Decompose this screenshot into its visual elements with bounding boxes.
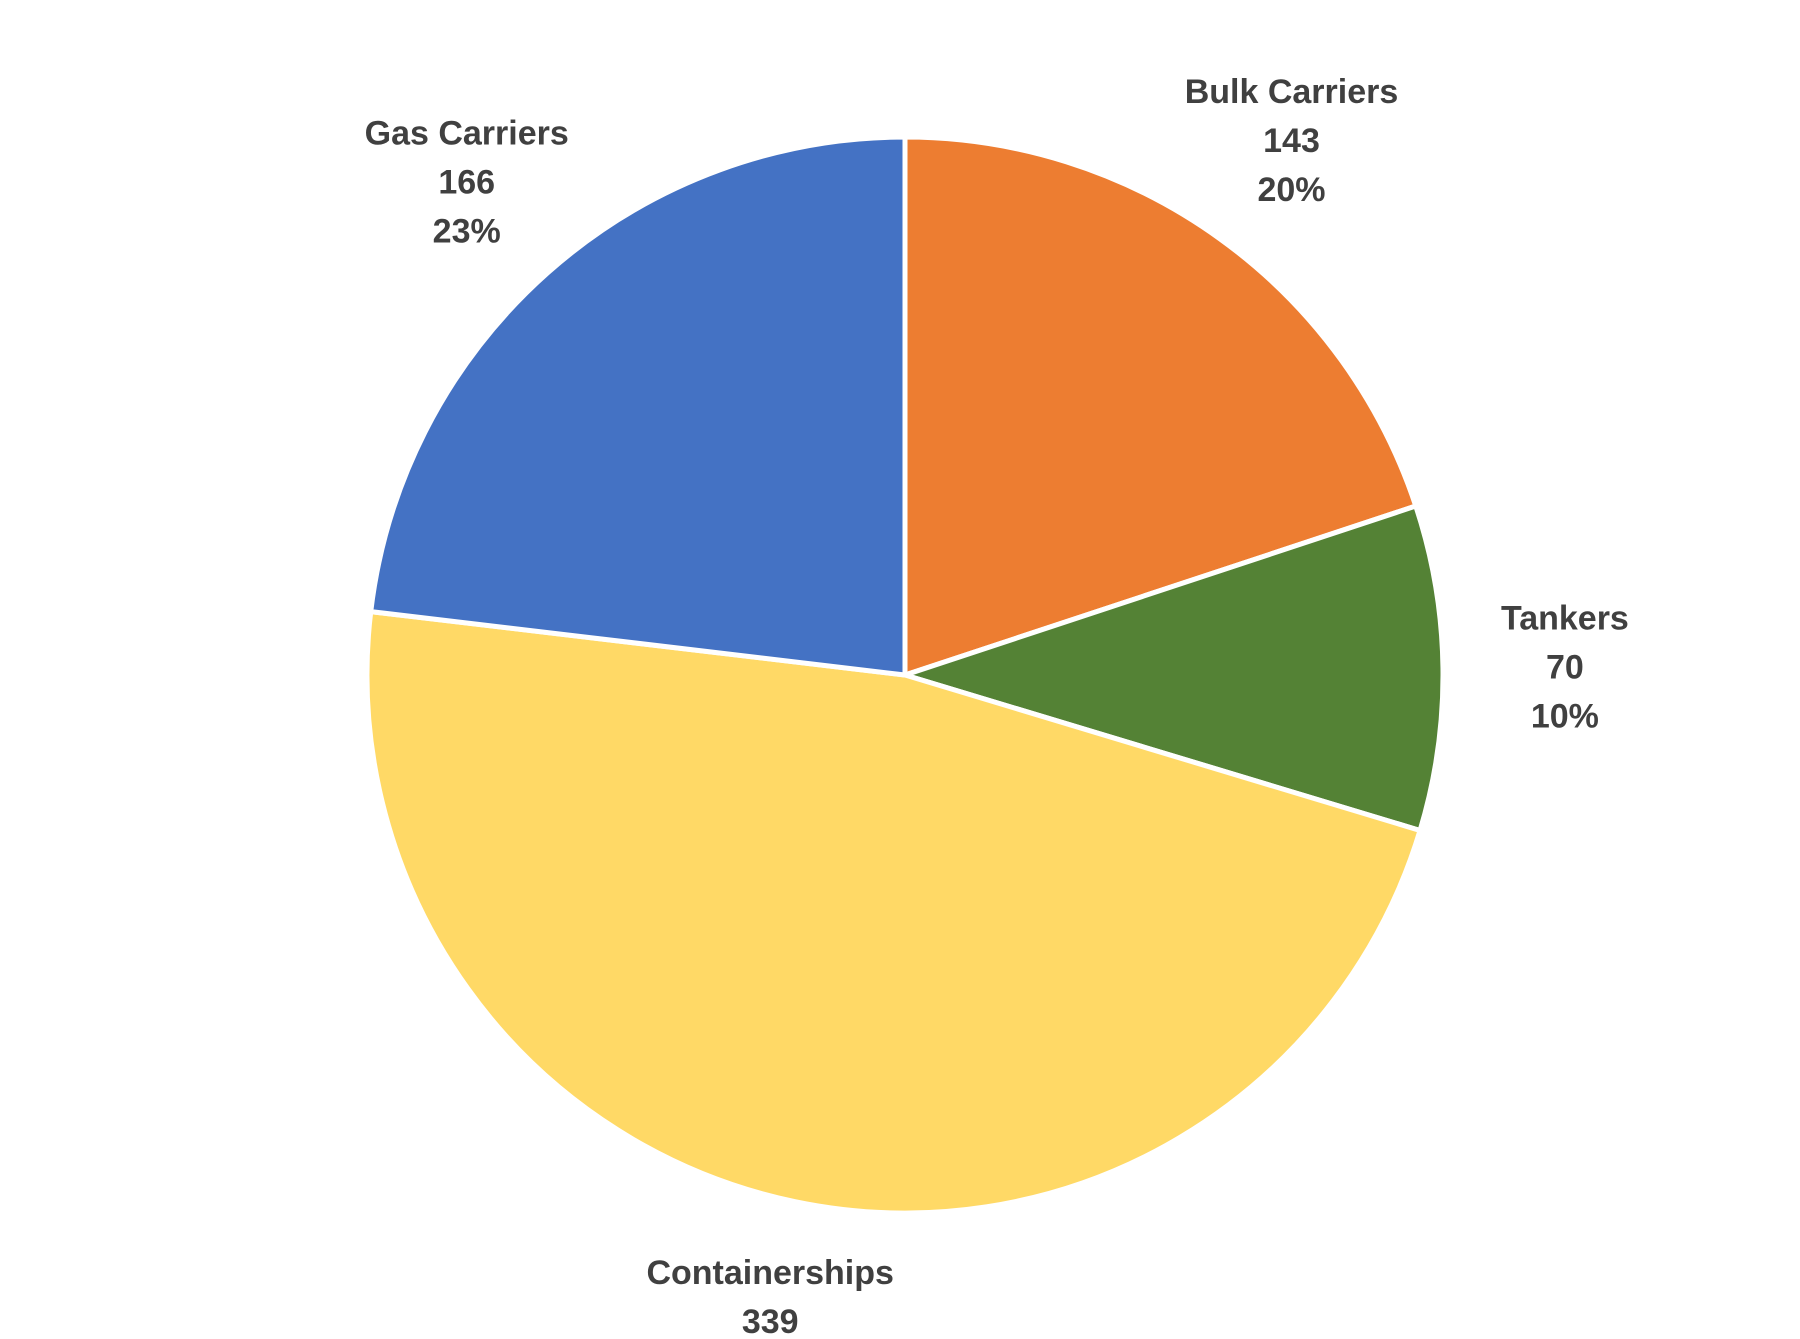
data-label-tankers: Tankers 70 10% — [1501, 599, 1629, 735]
data-label-percent: 20% — [1257, 171, 1325, 209]
data-label-gas-carriers: Gas Carriers 166 23% — [365, 115, 569, 251]
pie-labels: Bulk Carriers 143 20% Tankers 70 10% Container… — [365, 73, 1629, 1339]
pie-slice-bulk-carriers — [902, 134, 1419, 678]
data-label-name: Gas Carriers — [365, 115, 569, 153]
data-label-name: Bulk Carriers — [1185, 73, 1399, 111]
pie-slice-tankers — [902, 503, 1446, 833]
data-label-value: 143 — [1263, 122, 1320, 160]
data-label-percent: 23% — [433, 213, 501, 251]
data-label-bulk-carriers: Bulk Carriers 143 20% — [1185, 73, 1399, 209]
data-label-value: 166 — [438, 164, 495, 202]
data-label-percent: 10% — [1531, 697, 1599, 735]
data-label-value: 339 — [742, 1303, 799, 1339]
pie-slice-containerships — [364, 609, 1423, 1216]
data-label-name: Containerships — [646, 1254, 893, 1292]
data-label-value: 70 — [1546, 648, 1584, 686]
pie-slice-gas-carriers — [368, 134, 908, 678]
pie-slices — [364, 134, 1446, 1216]
data-label-containerships: Containerships33947% — [646, 1254, 893, 1339]
data-label-name: Tankers — [1501, 599, 1629, 637]
